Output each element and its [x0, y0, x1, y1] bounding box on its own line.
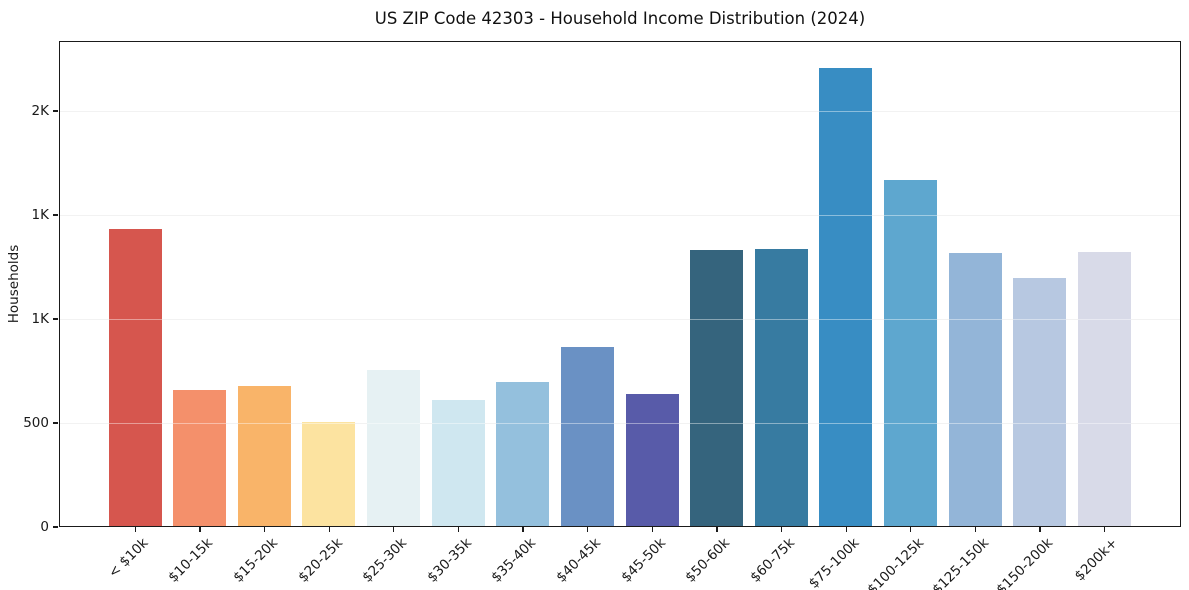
x-tick-mark: [1104, 527, 1106, 532]
x-tick-mark: [393, 527, 395, 532]
bar: [496, 381, 550, 526]
y-tick-label: 0: [40, 519, 49, 535]
bar: [625, 394, 679, 526]
x-tick-mark: [587, 527, 589, 532]
y-tick-label: 1K: [31, 311, 49, 328]
x-tick-mark: [910, 527, 912, 532]
bar: [302, 422, 356, 526]
bar: [560, 347, 614, 526]
y-tick-mark: [53, 318, 58, 320]
bar: [1077, 251, 1131, 526]
gridline: [60, 318, 1180, 320]
bar: [108, 228, 162, 526]
x-tick-mark: [974, 527, 977, 532]
x-tick-mark: [134, 527, 136, 532]
x-tick-mark: [328, 527, 330, 532]
bar: [948, 252, 1002, 526]
x-tick-mark: [651, 527, 653, 532]
x-tick-mark: [199, 527, 201, 532]
y-tick-label: 1K: [31, 207, 49, 224]
x-tick-mark: [1039, 527, 1041, 532]
gridline: [60, 422, 1180, 424]
bar: [754, 248, 808, 526]
bar: [431, 400, 485, 526]
x-tick-mark: [522, 527, 524, 532]
x-tick-mark: [263, 527, 266, 532]
gridline: [60, 214, 1180, 216]
y-tick-mark: [53, 110, 58, 112]
y-tick-label: 2K: [31, 103, 49, 120]
gridline: [60, 110, 1180, 112]
bar: [173, 389, 227, 526]
x-tick-mark: [780, 527, 783, 532]
y-tick-mark: [53, 526, 58, 528]
bar: [1013, 277, 1067, 526]
gridline: [60, 422, 1180, 424]
gridline: [60, 110, 1180, 112]
bar: [367, 370, 421, 526]
bar: [237, 385, 291, 526]
gridline: [60, 214, 1180, 216]
x-tick-mark: [457, 527, 460, 532]
y-tick-label: 500: [23, 415, 49, 432]
x-tick-mark: [845, 527, 847, 532]
bar: [690, 249, 744, 526]
gridline: [60, 318, 1180, 320]
chart-title: US ZIP Code 42303 - Household Income Dis…: [374, 9, 866, 28]
y-tick-mark: [53, 422, 58, 424]
plot-area: [59, 41, 1181, 527]
bar: [884, 179, 938, 526]
bar: [819, 67, 873, 526]
x-tick-mark: [716, 527, 718, 532]
y-tick-mark: [53, 214, 58, 216]
